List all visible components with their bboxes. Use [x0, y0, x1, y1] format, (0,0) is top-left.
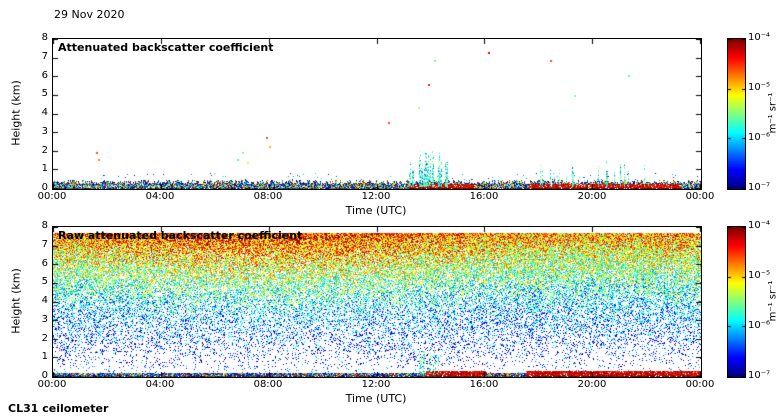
panel1-colorbar — [727, 38, 746, 190]
panel2-title: Raw attenuated backscatter coefficient — [58, 229, 303, 242]
panel2-x-axis-label: Time (UTC) — [345, 392, 407, 405]
y-tick-label: 1 — [41, 163, 48, 175]
y-tick-label: 7 — [41, 238, 48, 250]
x-tick-label: 12:00 — [361, 379, 391, 390]
y-tick-label: 2 — [41, 332, 48, 344]
x-tick-label: 16:00 — [469, 379, 499, 390]
date-label: 29 Nov 2020 — [54, 8, 125, 21]
y-tick-label: 8 — [41, 220, 48, 231]
colorbar-tick-label: 10⁻⁴ — [748, 32, 771, 43]
y-tick-label: 6 — [41, 69, 48, 81]
colorbar-tick-label: 10⁻⁵ — [748, 82, 771, 93]
panel1-x-axis-label: Time (UTC) — [345, 204, 407, 217]
colorbar-tick-label: 10⁻⁶ — [748, 320, 771, 331]
panel2-colorbar-canvas — [728, 227, 745, 377]
panel2-plot-area — [52, 226, 702, 378]
x-tick-label: 04:00 — [145, 379, 175, 390]
x-tick-label: 20:00 — [577, 191, 607, 202]
panel1-title: Attenuated backscatter coefficient — [58, 41, 274, 54]
x-tick-label: 08:00 — [253, 379, 283, 390]
y-tick-label: 5 — [41, 88, 48, 100]
panel2-y-axis-label: Height (km) — [9, 268, 23, 334]
panel1-colorbar-unit-label: m⁻¹ sr⁻¹ — [767, 92, 779, 134]
colorbar-tick-label: 10⁻⁴ — [748, 220, 771, 231]
y-tick-label: 3 — [41, 125, 48, 137]
panel2-colorbar-unit-label: m⁻¹ sr⁻¹ — [767, 280, 779, 322]
x-tick-label: 00:00 — [685, 191, 715, 202]
y-tick-label: 2 — [41, 144, 48, 156]
panel1-colorbar-canvas — [728, 39, 745, 189]
y-tick-label: 0 — [41, 370, 48, 381]
colorbar-tick-label: 10⁻⁷ — [748, 370, 771, 381]
x-tick-label: 08:00 — [253, 191, 283, 202]
panel2-heatmap-canvas — [53, 227, 701, 377]
y-tick-label: 5 — [41, 276, 48, 288]
x-tick-label: 20:00 — [577, 379, 607, 390]
x-tick-label: 16:00 — [469, 191, 499, 202]
y-tick-label: 6 — [41, 257, 48, 269]
y-tick-label: 0 — [41, 182, 48, 193]
panel1-heatmap-canvas — [53, 39, 701, 189]
colorbar-tick-label: 10⁻⁵ — [748, 270, 771, 281]
y-tick-label: 7 — [41, 50, 48, 62]
x-tick-label: 00:00 — [685, 379, 715, 390]
panel2-colorbar — [727, 226, 746, 378]
x-tick-label: 12:00 — [361, 191, 391, 202]
y-tick-label: 1 — [41, 351, 48, 363]
x-tick-label: 04:00 — [145, 191, 175, 202]
y-tick-label: 3 — [41, 313, 48, 325]
panel1-plot-area — [52, 38, 702, 190]
x-tick-label: 00:00 — [37, 379, 67, 390]
y-tick-label: 8 — [41, 32, 48, 43]
y-tick-label: 4 — [41, 107, 48, 118]
instrument-label: CL31 ceilometer — [8, 402, 109, 415]
x-tick-label: 00:00 — [37, 191, 67, 202]
y-tick-label: 4 — [41, 295, 48, 306]
colorbar-tick-label: 10⁻⁷ — [748, 182, 771, 193]
panel1-y-axis-label: Height (km) — [9, 80, 23, 146]
colorbar-tick-label: 10⁻⁶ — [748, 132, 771, 143]
